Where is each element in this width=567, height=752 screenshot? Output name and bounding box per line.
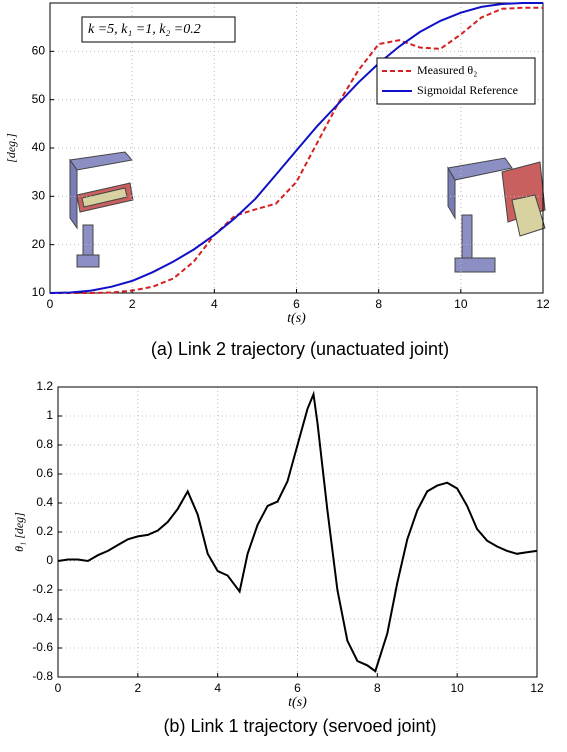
x-tick-label: 8 (374, 681, 381, 695)
y-tick-label: -0.2 (32, 582, 53, 596)
y-tick-label: 0.2 (36, 524, 53, 538)
x-tick-label: 0 (47, 297, 54, 311)
annotation: k =5, k₁ =1, k₂ =0.2 (88, 22, 201, 37)
caption: (b) Link 1 trajectory (servoed joint) (163, 716, 436, 736)
plot-frame (49, 2, 544, 294)
legend-box (376, 57, 536, 105)
plot-frame (57, 386, 538, 678)
caption: (a) Link 2 trajectory (unactuated joint) (151, 339, 449, 359)
legend-label: Measured θ₂ (417, 63, 477, 77)
x-tick-label: 8 (375, 297, 382, 311)
y-tick-label: -0.4 (32, 611, 53, 625)
data-line (49, 1, 543, 294)
x-tick-label: 12 (536, 297, 550, 311)
y-tick-label: 0.6 (36, 466, 53, 480)
x-tick-label: 6 (294, 681, 301, 695)
y-tick-label: -0.8 (32, 669, 53, 683)
y-tick-label: 60 (32, 44, 46, 58)
x-axis-label: t(s) (287, 311, 306, 326)
x-tick-label: 4 (211, 297, 218, 311)
y-tick-label: 0.4 (36, 495, 53, 509)
data-line (57, 390, 538, 673)
y-tick-label: 20 (32, 237, 46, 251)
data-line (50, 6, 543, 294)
x-tick-label: 10 (450, 681, 464, 695)
x-tick-label: 12 (530, 681, 544, 695)
x-tick-label: 2 (134, 681, 141, 695)
x-tick-label: 6 (293, 297, 300, 311)
y-tick-label: 50 (32, 92, 46, 106)
x-tick-label: 4 (214, 681, 221, 695)
y-tick-label: 0.8 (36, 437, 53, 451)
legend-label: Sigmoidal Reference (417, 83, 518, 97)
x-tick-label: 0 (55, 681, 62, 695)
robot-left (69, 151, 134, 268)
y-tick-label: 10 (32, 285, 46, 299)
y-tick-label: 1 (46, 408, 53, 422)
y-tick-label: 30 (32, 189, 46, 203)
annotation-box (81, 16, 236, 43)
x-axis-label: t(s) (288, 695, 307, 710)
y-tick-label: -0.6 (32, 640, 53, 654)
y-tick-label: 40 (32, 140, 46, 154)
robot-right (447, 157, 546, 273)
x-tick-label: 2 (129, 297, 136, 311)
x-tick-label: 10 (454, 297, 468, 311)
y-axis-label: θ₁ [deg] (12, 512, 26, 552)
y-tick-label: 1.2 (36, 379, 53, 393)
y-axis-label: [deg.] (4, 133, 18, 163)
y-tick-label: 0 (46, 553, 53, 567)
